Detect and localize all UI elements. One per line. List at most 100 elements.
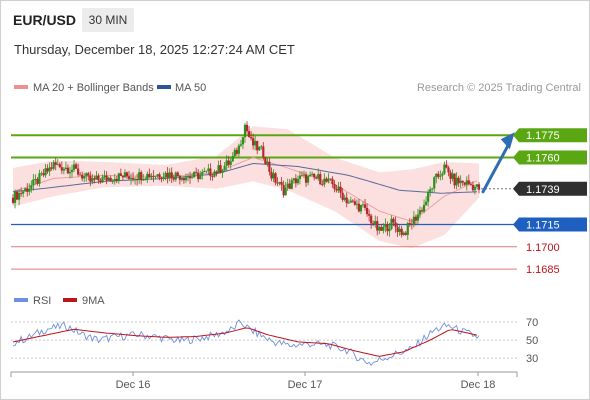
candle-body — [461, 180, 464, 183]
candle — [380, 224, 383, 231]
candle-body — [182, 178, 186, 181]
candle-body — [111, 181, 114, 183]
candle — [390, 215, 393, 231]
candle — [449, 169, 452, 184]
candle — [431, 187, 434, 193]
candle — [190, 173, 194, 179]
candle-body — [368, 214, 371, 216]
research-credit: Research © 2025 Trading Central — [417, 82, 581, 94]
candle-body — [304, 174, 308, 183]
candle-body — [193, 171, 196, 178]
candle — [247, 126, 251, 138]
candle-body — [427, 191, 430, 202]
candle — [252, 133, 255, 150]
candle-body — [390, 218, 393, 229]
candle — [113, 173, 116, 185]
candle — [81, 171, 84, 182]
price-pane: 1.1775 1.1760 1.1715 1.1700 1.1685 1.1739 — [11, 121, 587, 276]
candle-body — [284, 187, 287, 196]
candle-body — [429, 189, 432, 192]
candle — [154, 175, 157, 180]
candle-body — [178, 175, 181, 180]
candle-body — [272, 173, 275, 179]
candle — [256, 140, 259, 155]
candle-body — [215, 171, 218, 174]
candle-body — [83, 176, 86, 179]
candle-body — [211, 176, 214, 177]
candle — [416, 208, 420, 225]
candle-body — [386, 224, 389, 232]
candle — [89, 171, 92, 187]
candle-body — [133, 179, 137, 180]
candle — [355, 199, 359, 210]
candle — [300, 171, 304, 177]
candle-body — [341, 192, 344, 200]
candle — [382, 223, 385, 234]
candle — [457, 175, 460, 188]
candle-body — [325, 178, 328, 182]
candle — [11, 193, 15, 205]
candle-body — [431, 188, 434, 190]
ma20-legend-label: MA 20 + Bollinger Bands — [33, 82, 154, 94]
candle-body — [231, 156, 234, 162]
candle — [136, 173, 139, 186]
candle-body — [188, 176, 192, 179]
candle-body — [313, 173, 316, 178]
candle-body — [414, 216, 418, 221]
candle — [127, 171, 131, 180]
candle-body — [113, 178, 116, 182]
candle-body — [123, 172, 127, 178]
candle — [58, 162, 61, 169]
candle — [18, 189, 21, 206]
candle-body — [339, 186, 342, 193]
candle-body — [459, 180, 462, 184]
candle-body — [201, 171, 204, 175]
candle — [103, 170, 106, 180]
candle-body — [156, 174, 159, 176]
candle-body — [374, 221, 377, 225]
candle — [254, 136, 257, 151]
candle — [66, 164, 70, 175]
candle — [38, 169, 41, 187]
candle — [249, 131, 253, 141]
candle — [243, 122, 247, 143]
candle — [341, 188, 344, 202]
candle-body — [278, 182, 281, 184]
candle — [152, 170, 155, 183]
candle — [166, 167, 169, 184]
candle — [433, 175, 436, 192]
candle-body — [302, 174, 306, 176]
timeframe-button[interactable]: 30 MIN — [82, 8, 134, 32]
candle-body — [394, 222, 397, 227]
candle-body — [174, 172, 177, 180]
candle — [363, 198, 367, 211]
candle — [278, 181, 281, 186]
candle — [40, 171, 43, 176]
candle — [74, 162, 78, 170]
candle-body — [249, 137, 253, 139]
candle-body — [158, 174, 161, 178]
candle — [329, 178, 332, 181]
candle — [400, 225, 403, 238]
candle-body — [15, 191, 19, 200]
candle — [97, 173, 100, 184]
candle — [309, 171, 312, 177]
candle — [168, 168, 171, 182]
candle — [148, 168, 151, 178]
candle-body — [471, 184, 474, 191]
candle — [42, 169, 45, 177]
candle — [319, 171, 322, 185]
candle — [215, 170, 218, 177]
candle — [70, 164, 74, 178]
candle — [186, 173, 190, 182]
candle-body — [408, 223, 411, 224]
candle — [439, 170, 442, 181]
candle — [282, 180, 285, 198]
candle — [15, 189, 19, 201]
candle-body — [351, 200, 354, 202]
candle — [315, 175, 318, 180]
candle — [317, 168, 320, 181]
candle — [162, 172, 165, 182]
candle — [85, 172, 88, 182]
candle-body — [363, 204, 367, 208]
